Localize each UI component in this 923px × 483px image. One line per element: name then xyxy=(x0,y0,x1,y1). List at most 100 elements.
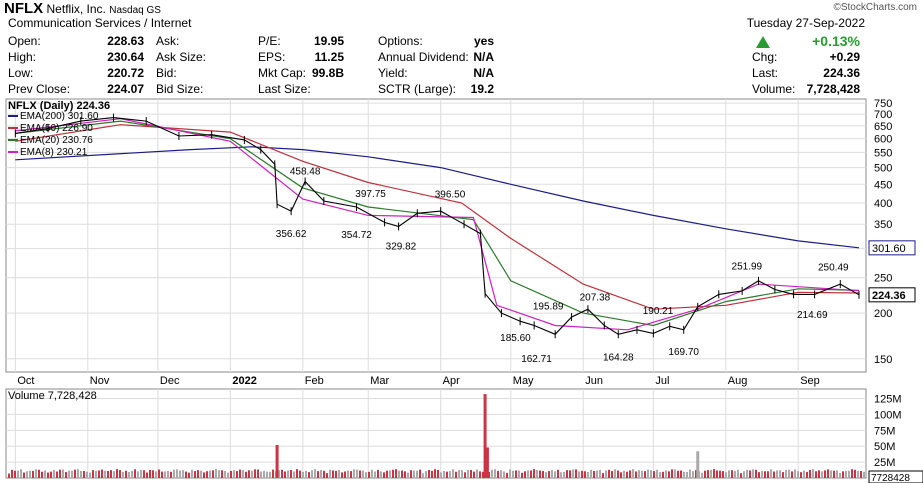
stat-value: +0.29 xyxy=(829,50,860,64)
price-tick-label: 250 xyxy=(874,273,892,285)
volume-bar xyxy=(476,469,478,478)
quote-header: NFLX Netflix, Inc. Nasdaq GS ©StockChart… xyxy=(0,0,923,98)
up-arrow-icon xyxy=(756,36,770,48)
volume-bar xyxy=(488,472,490,478)
stat-label: Last: xyxy=(752,66,779,80)
stat-label: Mkt Cap: xyxy=(258,66,307,80)
volume-bar xyxy=(203,472,205,478)
peak-trough-label: 185.60 xyxy=(500,333,531,344)
symbol-line: NFLX Netflix, Inc. Nasdaq GS xyxy=(4,0,161,18)
volume-bar xyxy=(836,470,838,478)
volume-bar xyxy=(443,471,445,478)
volume-bar xyxy=(215,469,217,478)
volume-bar xyxy=(401,470,403,478)
volume-bar xyxy=(236,471,238,478)
volume-bar xyxy=(560,472,562,478)
stat-value: yes xyxy=(473,34,494,48)
volume-bar xyxy=(26,471,28,478)
volume-bar xyxy=(293,471,295,478)
volume-bar xyxy=(281,469,283,478)
volume-bar xyxy=(188,472,190,478)
volume-bar xyxy=(515,470,517,478)
volume-bar xyxy=(260,471,262,478)
stat-label: Open: xyxy=(8,34,41,48)
volume-bar xyxy=(572,469,574,478)
stat-label: Bid: xyxy=(156,66,177,80)
volume-bar xyxy=(500,470,502,478)
volume-bar xyxy=(302,471,304,478)
volume-bar xyxy=(230,470,232,478)
volume-bar xyxy=(602,472,604,478)
volume-bar xyxy=(482,471,484,478)
ticker-symbol: NFLX xyxy=(4,0,44,17)
volume-bar xyxy=(728,470,730,478)
volume-bar xyxy=(860,470,862,478)
volume-bar xyxy=(125,470,127,478)
stat-value: 11.25 xyxy=(314,50,344,64)
volume-bar xyxy=(164,471,166,478)
volume-bar xyxy=(356,469,358,478)
volume-bar xyxy=(287,470,289,478)
price-tick-label: 200 xyxy=(874,308,892,320)
volume-bar xyxy=(446,471,448,478)
volume-bar xyxy=(62,469,64,478)
volume-bar xyxy=(104,470,106,478)
volume-bar xyxy=(527,470,529,478)
volume-bar xyxy=(695,470,697,478)
volume-bar xyxy=(845,470,847,478)
volume-bar xyxy=(248,470,250,478)
volume-bar xyxy=(779,470,781,478)
stat-value: 224.36 xyxy=(823,66,860,80)
volume-spike-bar xyxy=(696,451,700,478)
volume-bar xyxy=(11,469,13,478)
volume-bar xyxy=(644,471,646,478)
volume-bar xyxy=(428,469,430,478)
company-name: Netflix, Inc. xyxy=(46,2,106,16)
volume-bar xyxy=(473,471,475,478)
volume-bar xyxy=(626,471,628,478)
volume-bar xyxy=(152,470,154,478)
volume-bar xyxy=(437,469,439,478)
price-panel-frame xyxy=(5,98,867,373)
volume-bar xyxy=(419,469,421,478)
volume-bar xyxy=(80,470,82,478)
volume-bar xyxy=(824,470,826,478)
volume-bar xyxy=(638,470,640,478)
volume-bar xyxy=(857,470,859,478)
volume-bar xyxy=(677,470,679,478)
volume-bar xyxy=(212,470,214,478)
volume-bar xyxy=(758,472,760,478)
volume-bar xyxy=(530,470,532,478)
volume-bar xyxy=(296,469,298,478)
volume-bar xyxy=(194,471,196,478)
volume-tick-label: 25M xyxy=(874,457,895,469)
volume-bar xyxy=(341,472,343,478)
volume-bar xyxy=(227,472,229,478)
volume-bar xyxy=(797,471,799,478)
volume-bar xyxy=(755,469,757,478)
peak-trough-label: 397.75 xyxy=(355,189,386,200)
volume-last-tag-text: 7728428 xyxy=(871,473,910,483)
volume-bar xyxy=(788,469,790,478)
volume-bar xyxy=(197,470,199,478)
stat-label: Options: xyxy=(378,34,423,48)
volume-bar xyxy=(113,471,115,478)
price-legend-title: NFLX (Daily) 224.36 xyxy=(8,100,110,112)
month-label: Oct xyxy=(17,375,34,387)
volume-bar xyxy=(590,469,592,478)
volume-bar xyxy=(53,469,55,478)
stat-value: 230.64 xyxy=(107,50,144,64)
volume-bar xyxy=(548,471,550,478)
volume-bar xyxy=(311,470,313,478)
volume-bar xyxy=(263,470,265,478)
volume-bar xyxy=(719,470,721,478)
ema200-line xyxy=(15,146,860,249)
volume-bar xyxy=(98,470,100,478)
volume-bar xyxy=(512,470,514,478)
month-label: 2022 xyxy=(232,375,256,387)
volume-bar xyxy=(77,469,79,478)
peak-trough-label: 356.62 xyxy=(276,229,307,240)
volume-bar xyxy=(542,470,544,478)
volume-bar xyxy=(554,471,556,478)
volume-bar xyxy=(611,471,613,478)
